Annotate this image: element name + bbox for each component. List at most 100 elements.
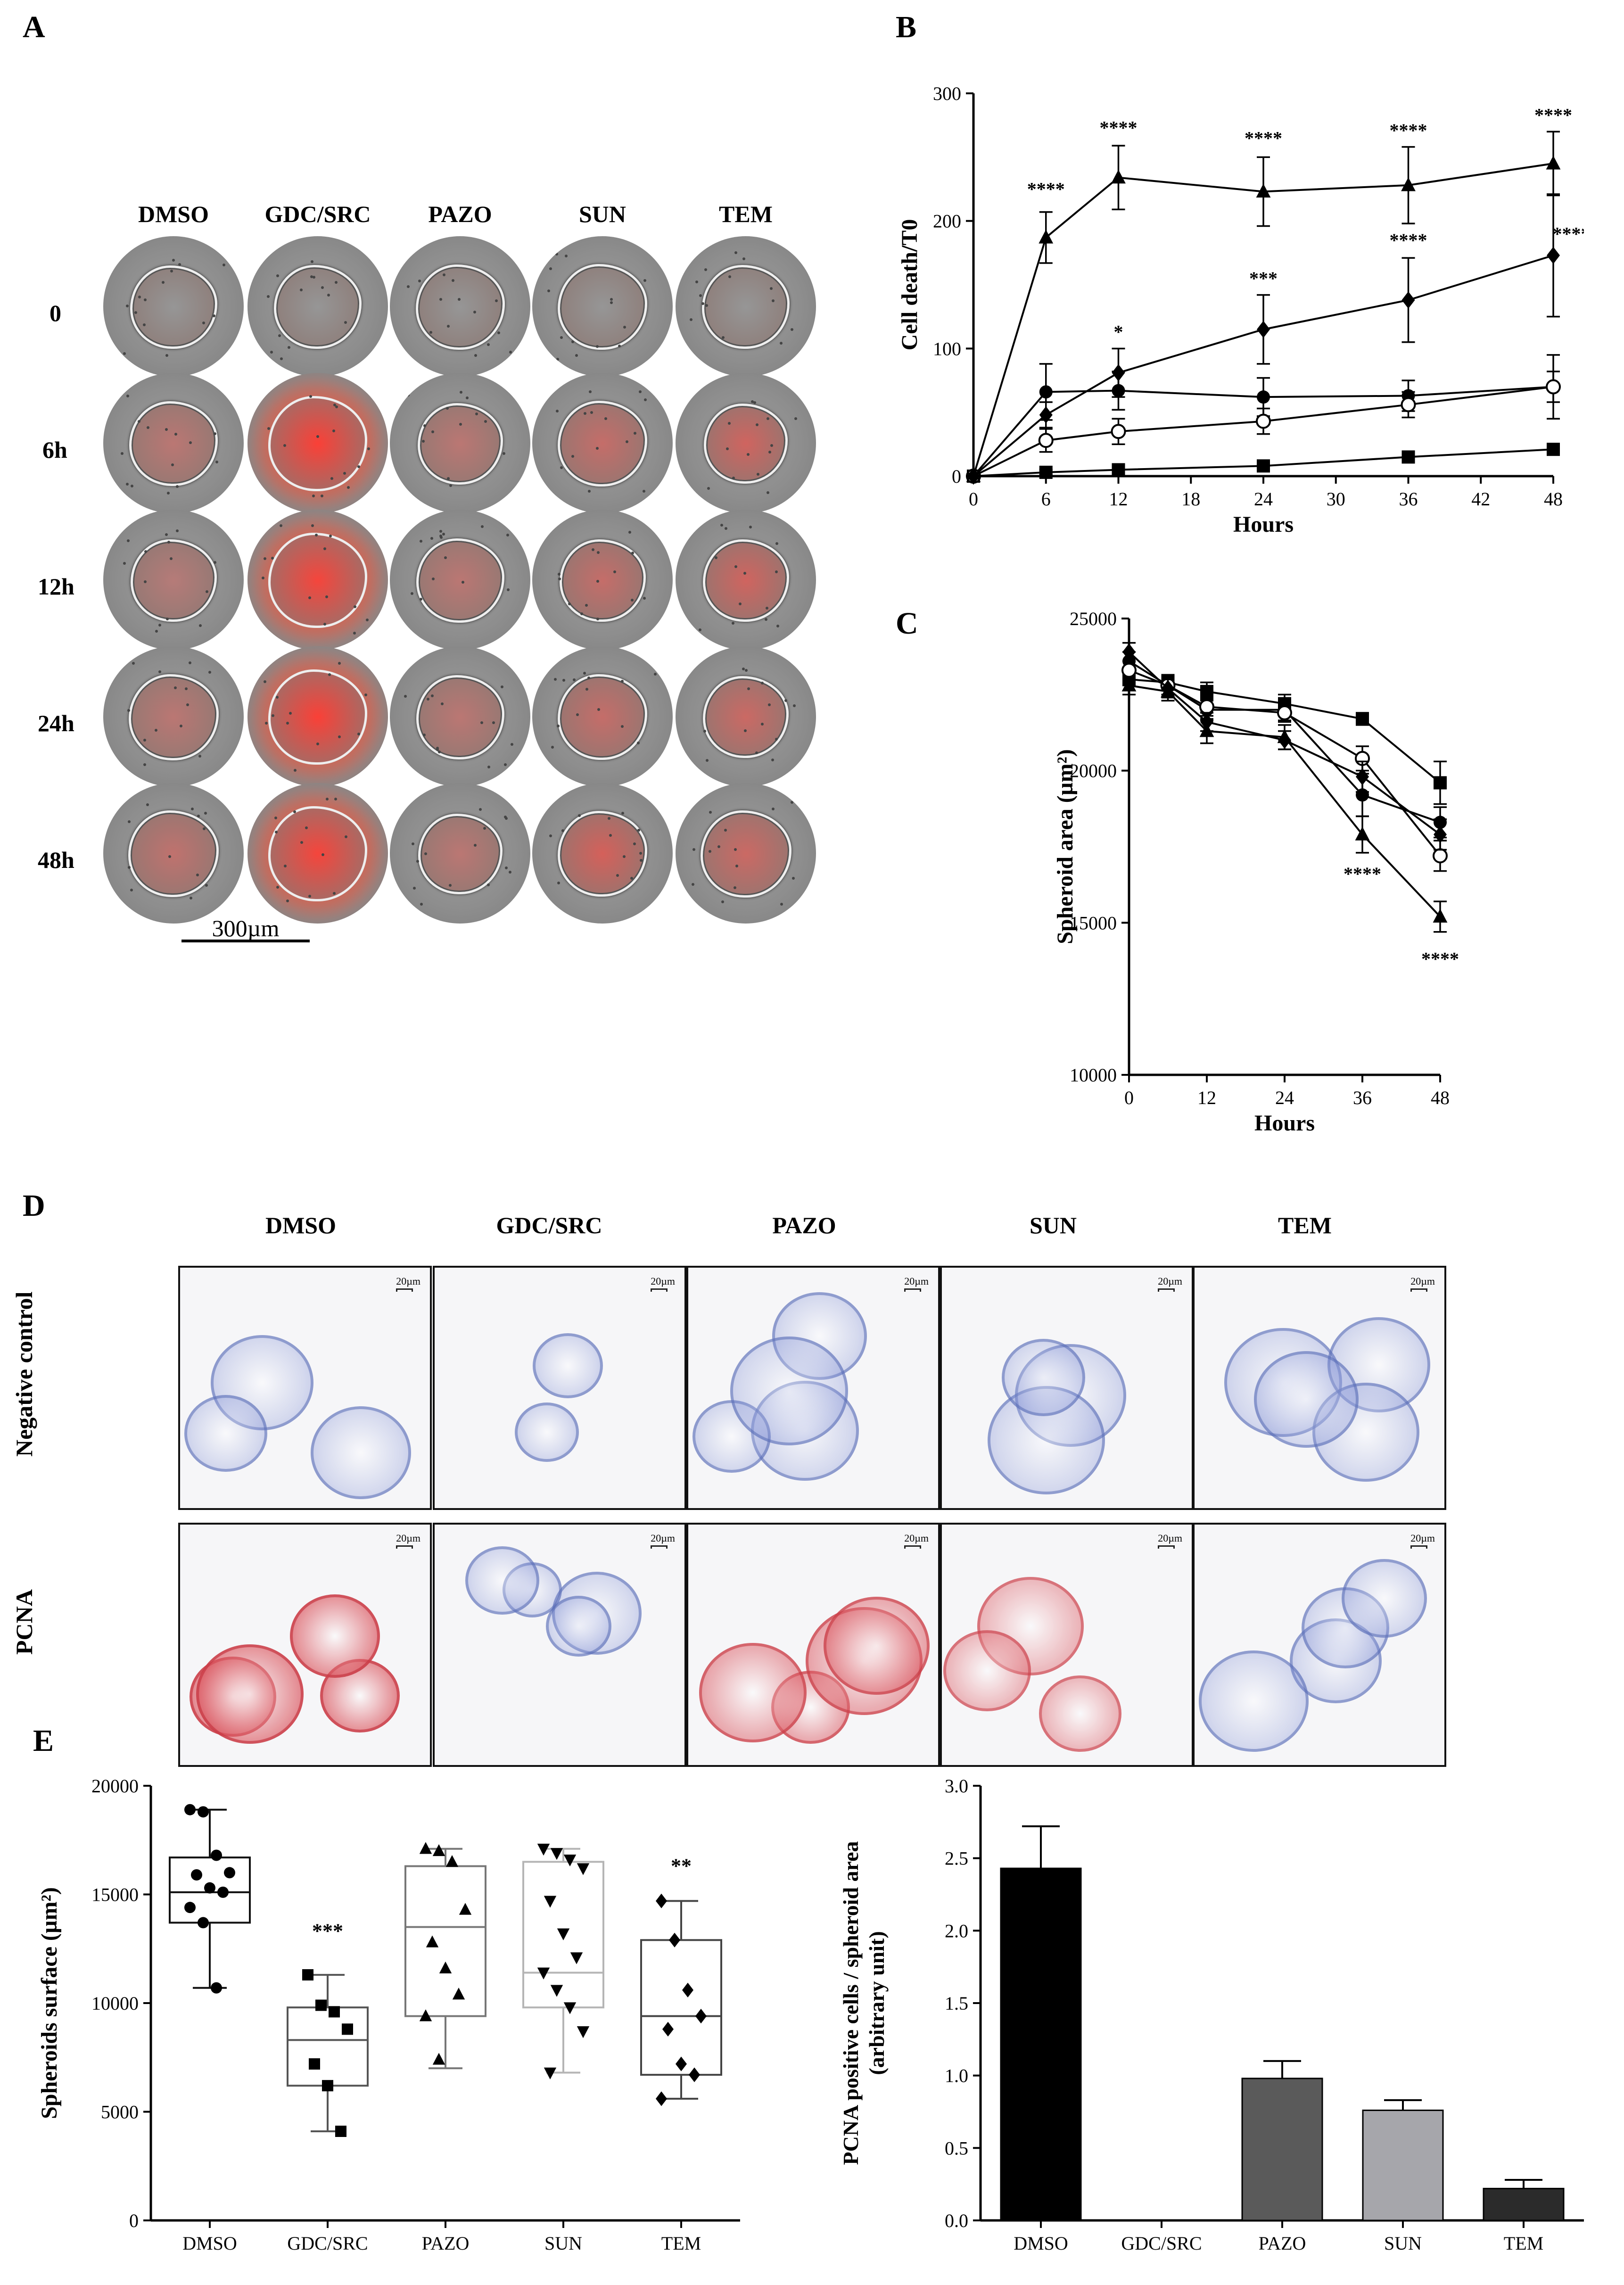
- well-24h-SUN: [532, 646, 673, 787]
- well-48h-GDC/SRC: [247, 783, 388, 924]
- debris-dot: [315, 534, 318, 536]
- debris-dot: [127, 539, 130, 542]
- point-TEM: [1257, 321, 1270, 338]
- data-point-DMSO: [204, 1882, 215, 1894]
- debris-dot: [335, 281, 338, 284]
- debris-dot: [272, 714, 274, 717]
- spheroid: [417, 403, 503, 485]
- debris-dot: [573, 678, 576, 681]
- panel-a-col-pazo: PAZO: [428, 201, 492, 227]
- x-tick-label: 0: [969, 488, 978, 510]
- debris-dot: [439, 535, 442, 537]
- debris-dot: [715, 556, 717, 559]
- debris-dot: [172, 259, 175, 262]
- debris-dot: [155, 729, 157, 732]
- y-tick-label: 300: [933, 83, 961, 104]
- data-point-SUN: [577, 1863, 590, 1875]
- point-TEM: [1200, 713, 1213, 731]
- box-GDC/SRC: [287, 2006, 369, 2087]
- well-12h-GDC/SRC: [247, 510, 388, 650]
- debris-dot: [338, 662, 341, 665]
- spheroid: [416, 538, 504, 623]
- debris-dot: [344, 321, 347, 324]
- y-tick-label: 1.5: [945, 1993, 968, 2014]
- debris-dot: [310, 275, 313, 278]
- x-tick-label: PAZO: [422, 2233, 470, 2254]
- debris-dot: [474, 844, 477, 847]
- y-axis-label: Spheroid area (µm²): [1053, 749, 1078, 944]
- debris-dot: [479, 808, 482, 811]
- debris-dot: [792, 877, 795, 880]
- debris-dot: [771, 759, 774, 761]
- spheroid: [128, 810, 219, 897]
- debris-dot: [311, 260, 313, 263]
- debris-dot: [592, 548, 594, 551]
- debris-dot: [284, 865, 287, 867]
- debris-dot: [170, 557, 173, 560]
- histology-scale-label: 20µm: [1158, 1532, 1182, 1549]
- debris-dot: [333, 404, 336, 406]
- data-point-SUN: [544, 2067, 557, 2079]
- debris-dot: [366, 619, 369, 621]
- debris-dot: [751, 400, 754, 403]
- debris-dot: [780, 903, 783, 906]
- debris-dot: [551, 746, 554, 749]
- data-point-PAZO: [439, 1961, 452, 1974]
- spheroid-section: [824, 1597, 930, 1695]
- debris-dot: [308, 596, 311, 599]
- y-tick-label: 200: [933, 211, 961, 232]
- panel-a-row-12h: 12h: [38, 573, 74, 600]
- significance-label: ***: [1249, 268, 1278, 289]
- debris-dot: [734, 848, 737, 851]
- y-tick-label: 1.0: [945, 2065, 968, 2087]
- y-axis-label: Cell death/T0: [897, 219, 922, 351]
- spheroid-section: [1199, 1650, 1309, 1752]
- panel-letter-c: C: [896, 606, 918, 641]
- spheroid-section: [730, 1336, 848, 1445]
- debris-dot: [626, 440, 628, 443]
- debris-dot: [588, 490, 591, 493]
- debris-dot: [444, 556, 447, 559]
- debris-dot: [166, 618, 169, 620]
- debris-dot: [621, 725, 624, 728]
- debris-dot: [495, 299, 498, 302]
- debris-dot: [623, 855, 626, 858]
- debris-dot: [418, 280, 421, 282]
- debris-dot: [423, 424, 426, 427]
- debris-dot: [610, 301, 613, 304]
- debris-dot: [174, 433, 177, 436]
- data-point-DMSO: [191, 1869, 202, 1881]
- debris-dot: [439, 298, 442, 301]
- debris-dot: [776, 625, 779, 627]
- debris-dot: [270, 351, 273, 354]
- debris-dot: [557, 882, 560, 884]
- debris-dot: [767, 417, 769, 420]
- debris-dot: [497, 331, 500, 334]
- x-tick-label: 30: [1327, 488, 1345, 510]
- debris-dot: [198, 755, 201, 758]
- debris-dot: [637, 742, 640, 744]
- debris-dot: [276, 274, 279, 277]
- spheroid: [268, 669, 367, 765]
- debris-dot: [174, 686, 177, 689]
- point-SUN: [1038, 433, 1054, 448]
- data-point-PAZO: [445, 1855, 459, 1867]
- data-point-GDC/SRC: [309, 2058, 320, 2070]
- debris-dot: [333, 892, 336, 895]
- debris-dot: [503, 452, 505, 455]
- debris-dot: [631, 599, 634, 602]
- data-point-TEM: [662, 2021, 674, 2037]
- debris-dot: [692, 883, 694, 886]
- histology-pcna-SUN: 20µm: [940, 1523, 1194, 1767]
- data-point-DMSO: [184, 1804, 196, 1815]
- debris-dot: [162, 281, 165, 284]
- histology-pcna-TEM: 20µm: [1193, 1523, 1446, 1767]
- debris-dot: [165, 428, 168, 431]
- well-12h-PAZO: [390, 510, 530, 650]
- x-tick-label: 36: [1399, 488, 1418, 510]
- spheroid: [128, 674, 219, 760]
- data-point-DMSO: [211, 1849, 222, 1861]
- debris-dot: [584, 412, 586, 415]
- debris-dot: [557, 725, 560, 727]
- debris-dot: [630, 877, 633, 880]
